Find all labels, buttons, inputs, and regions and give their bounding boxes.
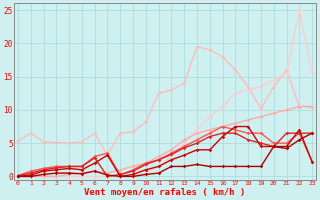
X-axis label: Vent moyen/en rafales ( km/h ): Vent moyen/en rafales ( km/h ) [84, 188, 246, 197]
